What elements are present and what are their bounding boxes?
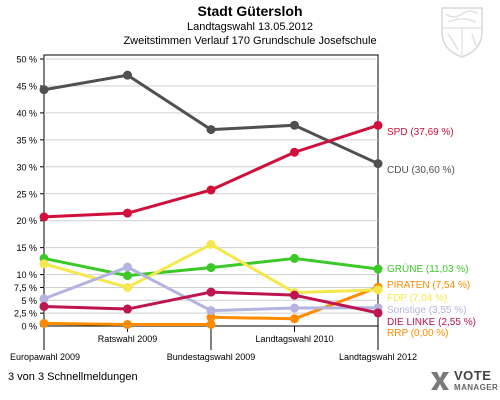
data-point xyxy=(373,308,383,318)
y-tick-label: 45 % xyxy=(16,81,37,91)
data-point xyxy=(290,290,299,300)
y-tick-label: 5 % xyxy=(21,296,37,306)
data-point xyxy=(206,125,216,135)
x-tick-label: Ratswahl 2009 xyxy=(98,334,158,344)
data-point xyxy=(39,318,49,328)
data-point xyxy=(123,70,132,80)
title-block: Stadt Gütersloh Landtagswahl 13.05.2012 … xyxy=(0,2,500,48)
data-point xyxy=(290,147,299,157)
y-tick-label: 0 % xyxy=(21,322,37,332)
y-tick-label: 2,5 % xyxy=(14,309,37,319)
data-point xyxy=(123,262,132,272)
series-label: CDU (30,60 %) xyxy=(387,165,455,176)
x-tick-label: Europawahl 2009 xyxy=(10,352,80,362)
vote-x-icon xyxy=(431,372,449,390)
x-tick-label: Landtagswahl 2012 xyxy=(339,352,417,362)
data-point xyxy=(373,159,383,169)
y-tick-label: 35 % xyxy=(16,135,37,145)
y-tick-label: 30 % xyxy=(16,162,37,172)
data-point xyxy=(290,303,299,313)
data-point xyxy=(290,314,299,324)
data-point xyxy=(39,212,49,222)
y-tick-label: 25 % xyxy=(16,189,37,199)
y-tick-label: 50 % xyxy=(16,55,37,65)
data-point xyxy=(39,85,49,95)
x-tick-label: Bundestagswahl 2009 xyxy=(167,352,256,362)
chart-subtitle: Landtagswahl 13.05.2012 xyxy=(187,21,313,33)
data-point xyxy=(206,312,216,322)
y-tick-label: 7,5 % xyxy=(14,283,37,293)
series-label: Sonstige (3,55 %) xyxy=(387,305,467,316)
data-point xyxy=(39,301,49,311)
data-point xyxy=(39,259,49,269)
data-point xyxy=(206,185,216,195)
data-point xyxy=(373,285,383,295)
chart-title: Stadt Gütersloh xyxy=(197,3,303,19)
series-label: RRP (0,00 %) xyxy=(387,328,449,339)
logo-text-bottom: MANAGER xyxy=(454,383,499,392)
y-tick-label: 20 % xyxy=(16,216,37,226)
y-tick-label: 40 % xyxy=(16,108,37,118)
data-point xyxy=(123,208,132,218)
data-point xyxy=(206,239,216,249)
data-point xyxy=(123,271,132,281)
data-point xyxy=(290,253,299,263)
data-point xyxy=(123,282,132,292)
data-point xyxy=(206,287,216,297)
data-point xyxy=(206,263,216,273)
y-tick-label: 15 % xyxy=(16,243,37,253)
coat-of-arms-icon xyxy=(441,7,483,58)
vote-manager-logo: VOTE MANAGER xyxy=(426,366,498,396)
logo-text-top: VOTE xyxy=(454,368,492,383)
data-point xyxy=(123,304,132,314)
data-point xyxy=(123,319,132,329)
data-point xyxy=(373,264,383,274)
series-label: SPD (37,69 %) xyxy=(387,127,454,138)
series-label: FDP (7,04 %) xyxy=(387,293,447,304)
chart-subtitle-2: Zweitstimmen Verlauf 170 Grundschule Jos… xyxy=(123,35,377,47)
data-point xyxy=(290,120,299,130)
series-label: GRÜNE (11,03 %) xyxy=(387,263,469,275)
data-point xyxy=(373,120,383,130)
data-point xyxy=(39,294,49,304)
data-point xyxy=(206,306,216,316)
y-tick-label: 10 % xyxy=(16,270,37,280)
x-tick-label: Landtagswahl 2010 xyxy=(255,334,333,344)
series-label: DIE LINKE (2,55 %) xyxy=(387,317,476,328)
series-label: PIRATEN (7,54 %) xyxy=(387,280,470,291)
data-point xyxy=(206,319,216,329)
footer-note: 3 von 3 Schnellmeldungen xyxy=(8,371,138,383)
